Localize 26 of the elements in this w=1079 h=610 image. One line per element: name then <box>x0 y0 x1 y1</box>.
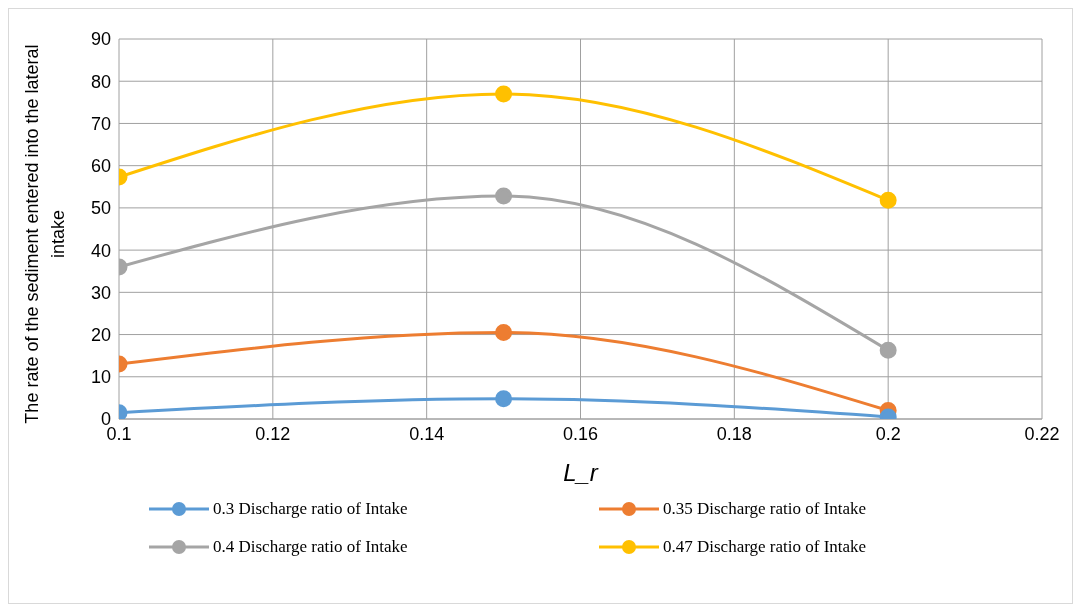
y-tick-label: 20 <box>90 324 111 345</box>
y-tick-label: 80 <box>90 71 111 92</box>
legend-label: 0.35 Discharge ratio of Intake <box>663 499 867 519</box>
point <box>495 187 513 205</box>
x-tick-label: 0.18 <box>716 423 752 444</box>
y-tick-label: 60 <box>90 156 111 177</box>
x-tick-label: 0.16 <box>562 423 599 444</box>
y-tick-label: 30 <box>90 282 111 303</box>
x-tick-label: 0.12 <box>255 423 291 444</box>
point <box>879 341 897 359</box>
x-tick-label: 0.14 <box>409 423 445 444</box>
x-axis-title: L_r <box>563 459 599 486</box>
x-tick-label: 0.22 <box>1024 423 1060 444</box>
legend-label: 0.3 Discharge ratio of Intake <box>213 499 408 519</box>
y-tick-label: 40 <box>90 240 111 261</box>
y-axis-title: The rate of the sediment entered into the lateral intake <box>21 43 69 426</box>
y-tick-label: 90 <box>90 29 111 50</box>
y-tick-label: 70 <box>90 113 111 134</box>
point <box>879 191 897 209</box>
point <box>495 323 513 341</box>
y-tick-label: 50 <box>90 198 111 219</box>
point <box>495 85 513 103</box>
legend-label: 0.4 Discharge ratio of Intake <box>213 537 408 557</box>
y-tick-label: 10 <box>90 367 111 388</box>
legend-label: 0.47 Discharge ratio of Intake <box>663 537 867 557</box>
x-tick-label: 0.2 <box>875 423 901 444</box>
